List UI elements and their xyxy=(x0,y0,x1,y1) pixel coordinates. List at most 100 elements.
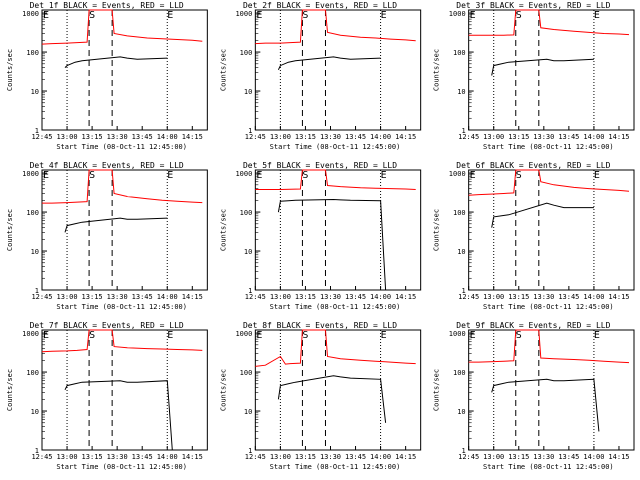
y-tick-label: 10 xyxy=(31,248,39,256)
x-tick-label: 13:15 xyxy=(508,453,529,461)
y-tick-label: 1000 xyxy=(22,10,39,18)
plot-frame xyxy=(254,169,422,291)
x-tick-label: 13:15 xyxy=(295,453,316,461)
x-tick-label: 13:45 xyxy=(558,133,579,141)
event-marker-label: E xyxy=(256,170,262,181)
y-tick-label: 1 xyxy=(248,127,252,135)
y-tick-label: 10 xyxy=(31,408,39,416)
x-tick-label: 13:15 xyxy=(295,133,316,141)
plot-frame xyxy=(41,329,208,451)
y-tick-label: 1 xyxy=(461,287,465,295)
event-marker-label: S xyxy=(516,170,522,181)
x-tick-label: 13:00 xyxy=(483,293,504,301)
y-tick-label: 100 xyxy=(240,369,253,377)
plot-frame xyxy=(254,9,422,131)
x-axis-label: Start Time (08-Oct-11 12:45:00) xyxy=(270,463,401,471)
y-tick-label: 1000 xyxy=(235,10,252,18)
y-axis-label: Counts/sec xyxy=(219,209,227,251)
event-rate-line xyxy=(277,56,381,71)
x-tick-label: 14:00 xyxy=(157,453,178,461)
x-tick-label: 13:00 xyxy=(270,453,291,461)
x-tick-label: 13:15 xyxy=(295,293,316,301)
x-tick-label: 12:45 xyxy=(458,133,479,141)
y-tick-label: 10 xyxy=(457,88,465,96)
y-tick-label: 10 xyxy=(244,248,252,256)
y-tick-label: 10 xyxy=(457,248,465,256)
y-axis-label: Counts/sec xyxy=(219,369,227,411)
x-tick-label: 13:15 xyxy=(82,453,103,461)
event-marker-label: S xyxy=(89,330,95,341)
x-tick-label: 13:00 xyxy=(270,293,291,301)
event-rate-line xyxy=(277,375,387,423)
y-axis-label: Counts/sec xyxy=(433,209,441,251)
event-marker-label: E xyxy=(594,170,600,181)
y-tick-label: 10 xyxy=(457,408,465,416)
event-marker-label: E xyxy=(381,330,387,341)
y-tick-label: 1000 xyxy=(235,170,252,178)
x-tick-label: 13:45 xyxy=(345,293,366,301)
x-tick-label: 14:00 xyxy=(370,293,391,301)
x-tick-label: 13:00 xyxy=(57,453,78,461)
x-tick-label: 14:15 xyxy=(608,453,629,461)
x-tick-label: 13:00 xyxy=(270,133,291,141)
x-tick-label: 13:15 xyxy=(508,293,529,301)
y-tick-label: 100 xyxy=(240,209,253,217)
event-marker-label: S xyxy=(516,10,522,21)
y-tick-label: 1000 xyxy=(449,10,466,18)
y-tick-label: 100 xyxy=(453,49,466,57)
y-axis-label: Counts/sec xyxy=(6,369,14,411)
x-tick-label: 13:00 xyxy=(57,293,78,301)
event-marker-label: E xyxy=(167,330,173,341)
lld-rate-line xyxy=(468,9,630,36)
x-axis-label: Start Time (08-Oct-11 12:45:00) xyxy=(56,143,187,151)
x-tick-label: 12:45 xyxy=(31,293,52,301)
x-tick-label: 14:15 xyxy=(608,293,629,301)
x-axis-label: Start Time (08-Oct-11 12:45:00) xyxy=(270,303,401,311)
x-tick-label: 13:30 xyxy=(107,293,128,301)
x-axis-label: Start Time (08-Oct-11 12:45:00) xyxy=(483,303,614,311)
y-axis-label: Counts/sec xyxy=(6,209,14,251)
x-tick-label: 12:45 xyxy=(31,453,52,461)
x-tick-label: 12:45 xyxy=(458,453,479,461)
panel-title: Det 9f BLACK = Events, RED = LLD xyxy=(456,321,610,330)
panel-title: Det 4f BLACK = Events, RED = LLD xyxy=(30,161,184,170)
x-axis-label: Start Time (08-Oct-11 12:45:00) xyxy=(483,463,614,471)
y-tick-label: 1 xyxy=(248,287,252,295)
event-marker-label: E xyxy=(167,170,173,181)
event-marker-label: S xyxy=(89,170,95,181)
y-tick-label: 1000 xyxy=(449,330,466,338)
event-rate-line xyxy=(491,202,594,228)
panel-title: Det 7f BLACK = Events, RED = LLD xyxy=(30,321,184,330)
x-axis-label: Start Time (08-Oct-11 12:45:00) xyxy=(56,303,187,311)
x-tick-label: 13:30 xyxy=(320,293,341,301)
x-tick-label: 13:45 xyxy=(558,293,579,301)
y-tick-label: 1 xyxy=(461,127,465,135)
x-tick-label: 14:15 xyxy=(608,133,629,141)
event-marker-label: E xyxy=(594,330,600,341)
y-axis-label: Counts/sec xyxy=(6,49,14,91)
x-axis-label: Start Time (08-Oct-11 12:45:00) xyxy=(483,143,614,151)
x-tick-label: 14:00 xyxy=(583,133,604,141)
event-marker-label: S xyxy=(516,330,522,341)
x-tick-label: 14:15 xyxy=(182,453,203,461)
x-tick-label: 14:15 xyxy=(395,293,416,301)
panel-title: Det 6f BLACK = Events, RED = LLD xyxy=(456,161,610,170)
y-tick-label: 100 xyxy=(240,49,253,57)
x-tick-label: 13:30 xyxy=(107,453,128,461)
plot-frame xyxy=(468,169,635,291)
y-tick-label: 1 xyxy=(461,447,465,455)
x-tick-label: 13:00 xyxy=(483,133,504,141)
x-tick-label: 13:45 xyxy=(132,133,153,141)
y-tick-label: 1000 xyxy=(22,170,39,178)
y-tick-label: 1 xyxy=(248,447,252,455)
panel-title: Det 2f BLACK = Events, RED = LLD xyxy=(243,1,397,10)
y-tick-label: 10 xyxy=(31,88,39,96)
x-tick-label: 13:30 xyxy=(533,453,554,461)
x-tick-label: 14:00 xyxy=(370,133,391,141)
y-tick-label: 10 xyxy=(244,408,252,416)
x-tick-label: 14:15 xyxy=(395,453,416,461)
y-axis-label: Counts/sec xyxy=(219,49,227,91)
event-marker-label: S xyxy=(89,10,95,21)
event-rate-line xyxy=(64,380,173,451)
